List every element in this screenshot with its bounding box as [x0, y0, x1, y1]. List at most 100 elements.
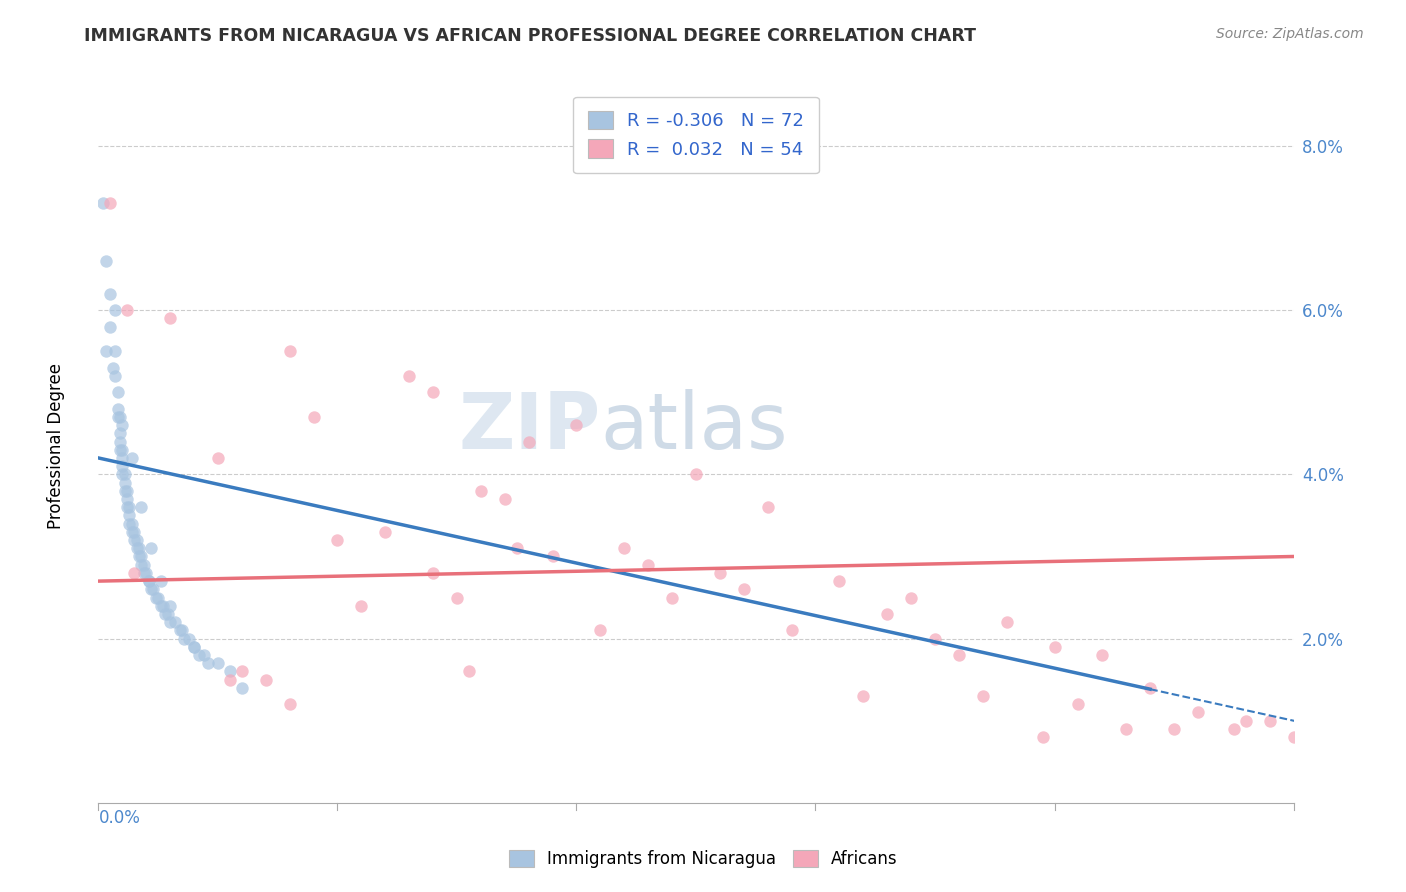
Point	[506, 541, 529, 556]
Point	[1091, 648, 1114, 662]
Point	[115, 483, 138, 498]
Point	[132, 558, 155, 572]
Point	[1043, 640, 1066, 654]
Point	[125, 541, 148, 556]
Point	[685, 467, 707, 482]
Point	[149, 599, 172, 613]
Point	[470, 483, 492, 498]
Point	[131, 549, 153, 564]
Point	[517, 434, 540, 449]
Point	[446, 591, 468, 605]
Point	[169, 624, 191, 638]
Point	[828, 574, 851, 588]
Point	[111, 450, 134, 465]
Point	[1163, 722, 1185, 736]
Point	[104, 303, 127, 318]
Point	[278, 344, 301, 359]
Point	[131, 558, 153, 572]
Point	[128, 541, 150, 556]
Point	[374, 524, 396, 539]
Point	[179, 632, 201, 646]
Point	[589, 624, 612, 638]
Point	[94, 253, 117, 268]
Legend: R = -0.306   N = 72, R =  0.032   N = 54: R = -0.306 N = 72, R = 0.032 N = 54	[574, 96, 818, 173]
Point	[1187, 706, 1209, 720]
Point	[108, 426, 131, 441]
Point	[1234, 714, 1257, 728]
Point	[756, 500, 779, 515]
Point	[613, 541, 636, 556]
Point	[124, 566, 146, 580]
Point	[183, 640, 205, 654]
Point	[972, 689, 994, 703]
Point	[163, 615, 186, 630]
Point	[107, 401, 129, 416]
Point	[124, 524, 146, 539]
Point	[231, 665, 253, 679]
Point	[114, 475, 136, 490]
Point	[350, 599, 373, 613]
Point	[152, 599, 174, 613]
Text: ZIP: ZIP	[458, 389, 600, 465]
Point	[121, 524, 143, 539]
Point	[254, 673, 277, 687]
Point	[118, 508, 141, 523]
Point	[121, 450, 143, 465]
Point	[197, 657, 219, 671]
Point	[159, 615, 181, 630]
Point	[125, 533, 148, 547]
Point	[108, 442, 131, 457]
Point	[111, 467, 134, 482]
Point	[278, 698, 301, 712]
Point	[1032, 730, 1054, 744]
Point	[131, 500, 153, 515]
Point	[114, 483, 136, 498]
Legend: Immigrants from Nicaragua, Africans: Immigrants from Nicaragua, Africans	[502, 843, 904, 875]
Point	[156, 607, 179, 621]
Point	[94, 344, 117, 359]
Point	[108, 434, 131, 449]
Point	[128, 549, 150, 564]
Point	[159, 599, 181, 613]
Point	[1115, 722, 1137, 736]
Text: 0.0%: 0.0%	[98, 808, 141, 827]
Text: atlas: atlas	[600, 389, 787, 465]
Point	[132, 566, 155, 580]
Point	[1139, 681, 1161, 695]
Point	[111, 459, 134, 474]
Point	[118, 500, 141, 515]
Point	[709, 566, 731, 580]
Point	[98, 286, 122, 301]
Point	[231, 681, 253, 695]
Point	[138, 574, 160, 588]
Point	[148, 591, 170, 605]
Point	[876, 607, 898, 621]
Point	[104, 344, 127, 359]
Point	[219, 673, 242, 687]
Point	[995, 615, 1018, 630]
Point	[138, 574, 160, 588]
Text: Professional Degree: Professional Degree	[48, 363, 65, 529]
Point	[1067, 698, 1090, 712]
Point	[108, 409, 131, 424]
Point	[458, 665, 481, 679]
Point	[101, 360, 124, 375]
Point	[172, 624, 194, 638]
Point	[111, 418, 134, 433]
Point	[107, 409, 129, 424]
Point	[494, 491, 516, 506]
Point	[135, 566, 157, 580]
Point	[541, 549, 564, 564]
Point	[948, 648, 970, 662]
Point	[114, 467, 136, 482]
Point	[187, 648, 209, 662]
Point	[159, 311, 181, 326]
Text: IMMIGRANTS FROM NICARAGUA VS AFRICAN PROFESSIONAL DEGREE CORRELATION CHART: IMMIGRANTS FROM NICARAGUA VS AFRICAN PRO…	[84, 27, 976, 45]
Point	[207, 450, 229, 465]
Point	[193, 648, 215, 662]
Point	[565, 418, 588, 433]
Point	[139, 541, 162, 556]
Text: Source: ZipAtlas.com: Source: ZipAtlas.com	[1216, 27, 1364, 41]
Point	[422, 385, 444, 400]
Point	[900, 591, 922, 605]
